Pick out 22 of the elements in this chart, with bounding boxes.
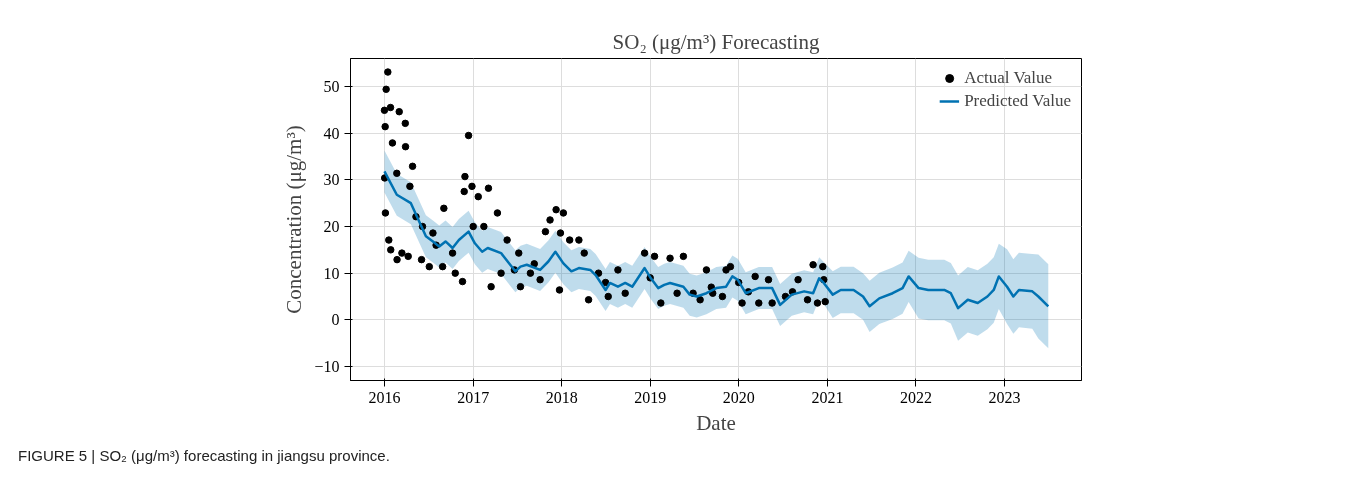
y-tick-label: 10 [323, 264, 340, 282]
y-axis-title: Concentration (μg/m³) [282, 125, 307, 314]
legend-label: Actual Value [964, 68, 1053, 88]
x-tick-label: 2022 [899, 388, 932, 406]
y-tick-label: 40 [323, 124, 340, 142]
x-tick-label: 2017 [457, 388, 490, 406]
x-axis-title: Date [696, 410, 736, 435]
x-tick-label: 2021 [811, 388, 844, 406]
y-tick-label: 50 [323, 78, 340, 95]
x-tick-label: 2019 [634, 388, 667, 406]
line-series [383, 170, 1050, 310]
legend-label: Predicted Value [964, 91, 1071, 111]
y-tick-label: 0 [331, 311, 340, 329]
y-tick-label: 20 [323, 218, 340, 235]
x-tick-label: 2016 [368, 388, 401, 406]
x-tick-label: 2023 [988, 388, 1021, 406]
x-tick-label: 2020 [722, 388, 755, 406]
x-tick-label: 2018 [545, 388, 578, 406]
y-tick-label: 30 [323, 171, 340, 189]
chart-title: SO₂ (μg/m³) Forecasting [612, 29, 820, 54]
y-tick-label: −10 [314, 358, 340, 375]
caption: FIGURE 5 | SO₂ (μg/m³) forecasting in jiangsu province. [18, 446, 390, 466]
